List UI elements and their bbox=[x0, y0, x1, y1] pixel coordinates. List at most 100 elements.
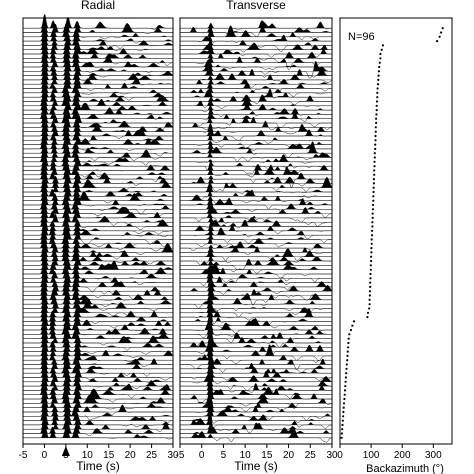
trace-line bbox=[23, 259, 173, 277]
trace-line bbox=[23, 384, 173, 403]
backazimuth-point bbox=[368, 307, 371, 310]
trace-fill bbox=[180, 429, 332, 438]
trace-fill bbox=[180, 25, 332, 37]
trace-line bbox=[23, 320, 173, 336]
trace-line bbox=[23, 117, 173, 132]
transverse-x-tick-label: -5 bbox=[176, 450, 185, 461]
trace-line bbox=[23, 70, 173, 86]
trace-line bbox=[180, 20, 332, 33]
trace-line bbox=[180, 112, 332, 122]
trace-line bbox=[23, 290, 173, 307]
trace-line bbox=[23, 74, 173, 92]
backazimuth-point bbox=[374, 143, 377, 146]
trace-line bbox=[180, 318, 332, 338]
trace-line bbox=[23, 169, 173, 186]
trace-line bbox=[180, 274, 332, 291]
backazimuth-point bbox=[374, 126, 377, 129]
trace-fill bbox=[23, 14, 173, 29]
trace-fill bbox=[180, 20, 332, 29]
trace-line bbox=[23, 199, 173, 217]
backazimuth-point bbox=[344, 385, 347, 388]
trace-line bbox=[180, 120, 332, 131]
arrow-up-icon bbox=[61, 446, 70, 456]
trace-line bbox=[23, 212, 173, 230]
radial-x-tick-label: 15 bbox=[103, 450, 115, 461]
backazimuth-point bbox=[347, 337, 350, 340]
backazimuth-count: N=96 bbox=[348, 31, 375, 43]
trace-line bbox=[23, 87, 173, 103]
trace-fill bbox=[180, 112, 332, 119]
trace-line bbox=[23, 419, 173, 437]
backazimuth-point bbox=[370, 242, 373, 245]
backazimuth-point bbox=[378, 65, 381, 69]
trace-line bbox=[23, 350, 173, 367]
trace-line bbox=[23, 324, 174, 339]
backazimuth-point bbox=[373, 165, 376, 168]
backazimuth-point bbox=[340, 436, 343, 439]
trace-line bbox=[180, 359, 332, 374]
trace-fill bbox=[180, 166, 332, 175]
trace-fill bbox=[180, 182, 332, 193]
transverse-x-axis: -5 0 5 10 15 20 25 30 bbox=[176, 444, 338, 461]
trace-line bbox=[23, 272, 173, 293]
backazimuth-point bbox=[341, 419, 344, 422]
trace-fill bbox=[23, 156, 173, 171]
trace-fill bbox=[23, 187, 173, 201]
trace-line bbox=[23, 113, 174, 131]
trace-line bbox=[23, 44, 173, 59]
trace-line bbox=[23, 376, 173, 391]
backazimuth-point bbox=[377, 74, 380, 77]
trace-line bbox=[23, 255, 174, 270]
backazimuth-point bbox=[371, 225, 374, 228]
backazimuth-point bbox=[380, 48, 383, 51]
trace-fill bbox=[23, 350, 173, 365]
backazimuth-point bbox=[371, 212, 374, 215]
backazimuth-point bbox=[373, 156, 376, 159]
backazimuth-point bbox=[375, 113, 378, 116]
trace-fill bbox=[180, 117, 332, 124]
backazimuth-point bbox=[346, 359, 349, 362]
backazimuth-point bbox=[371, 216, 374, 219]
transverse-x-tick-label: 10 bbox=[240, 450, 252, 461]
trace-fill bbox=[180, 45, 332, 55]
trace-line bbox=[180, 140, 332, 149]
trace-line bbox=[180, 116, 332, 129]
trace-line bbox=[180, 59, 332, 70]
backazimuth-point bbox=[347, 341, 350, 345]
trace-line bbox=[23, 337, 173, 355]
trace-fill bbox=[180, 198, 332, 210]
backazimuth-point bbox=[436, 40, 439, 43]
trace-line bbox=[23, 22, 173, 40]
trace-line bbox=[23, 341, 174, 358]
trace-fill bbox=[23, 87, 173, 102]
backazimuth-point bbox=[366, 316, 369, 319]
trace-line bbox=[180, 56, 332, 70]
backazimuth-point bbox=[369, 264, 372, 267]
trace-fill bbox=[180, 35, 332, 42]
trace-line bbox=[23, 298, 173, 317]
backazimuth-point bbox=[375, 117, 378, 120]
backazimuth-point bbox=[369, 272, 372, 276]
trace-line bbox=[23, 91, 173, 107]
trace-line bbox=[180, 361, 333, 382]
trace-fill bbox=[180, 141, 332, 145]
trace-fill bbox=[23, 286, 173, 300]
trace-fill bbox=[180, 338, 332, 352]
trace-line bbox=[180, 134, 332, 145]
trace-line bbox=[23, 225, 173, 245]
trace-line bbox=[23, 311, 173, 329]
backazimuth-x-tick-label: 100 bbox=[363, 450, 380, 461]
trace-line bbox=[180, 60, 332, 79]
trace-fill bbox=[180, 417, 332, 425]
trace-line bbox=[23, 371, 173, 389]
trace-line bbox=[23, 328, 173, 346]
trace-line bbox=[23, 100, 174, 115]
trace-line bbox=[23, 48, 173, 66]
radial-x-tick-label: 25 bbox=[146, 450, 158, 461]
trace-line bbox=[23, 246, 173, 265]
trace-line bbox=[23, 18, 173, 34]
transverse-x-tick-label: 0 bbox=[199, 450, 205, 461]
trace-fill bbox=[180, 422, 332, 430]
trace-line bbox=[180, 376, 332, 395]
